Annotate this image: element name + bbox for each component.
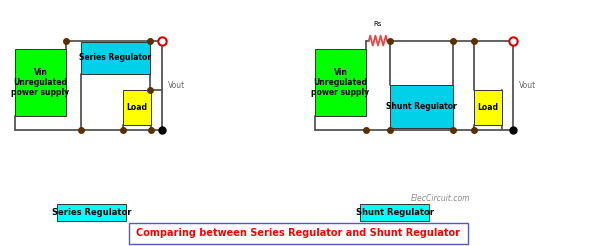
FancyBboxPatch shape [390, 85, 453, 128]
Text: Series Regulator: Series Regulator [52, 208, 131, 217]
FancyBboxPatch shape [81, 42, 150, 74]
FancyBboxPatch shape [474, 90, 502, 125]
FancyBboxPatch shape [123, 90, 151, 125]
Text: Shunt Regulator: Shunt Regulator [386, 102, 457, 111]
FancyBboxPatch shape [360, 204, 429, 221]
Text: Series Regulator: Series Regulator [79, 53, 152, 62]
Text: Vout: Vout [168, 81, 185, 90]
FancyBboxPatch shape [57, 204, 126, 221]
FancyBboxPatch shape [15, 49, 66, 116]
Text: ElecCircuit.com: ElecCircuit.com [411, 194, 471, 202]
FancyBboxPatch shape [129, 223, 468, 244]
Text: Load: Load [127, 103, 148, 112]
Text: Vin
Unregulated
power supply: Vin Unregulated power supply [11, 67, 70, 97]
Text: Load: Load [478, 103, 499, 112]
Text: Shunt Regulator: Shunt Regulator [355, 208, 433, 217]
Text: Vin
Unregulated
power supply: Vin Unregulated power supply [311, 67, 370, 97]
FancyBboxPatch shape [315, 49, 366, 116]
Text: Vout: Vout [519, 81, 536, 90]
Text: Comparing between Series Regulator and Shunt Regulator: Comparing between Series Regulator and S… [136, 228, 461, 238]
Text: Rs: Rs [374, 21, 382, 27]
